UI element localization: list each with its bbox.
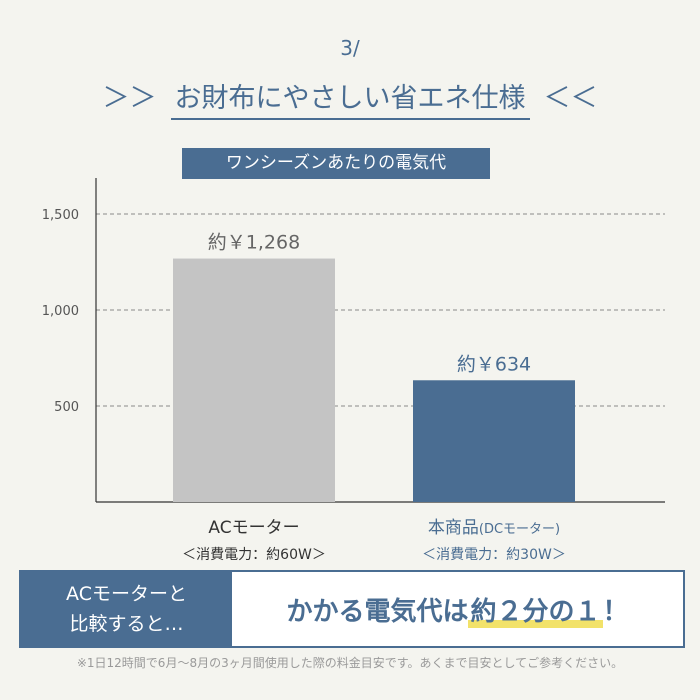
y-tick-label: 500 — [54, 400, 79, 415]
data-label: 約￥634 — [457, 353, 531, 375]
comparison-left-line2: 比較すると… — [69, 613, 184, 635]
headline-right-mark: ＜＜ — [543, 83, 598, 114]
step-label: 3/ — [340, 36, 360, 60]
comparison-box: ACモーターと 比較すると… かかる電気代は 約２分の１！ — [19, 570, 685, 648]
data-label: 約￥1,268 — [208, 232, 300, 254]
footnote: ※1日12時間で6月〜8月の3ヶ月間使用した際の料金目安です。あくまで目安として… — [76, 656, 624, 670]
chart-title: ワンシーズンあたりの電気代 — [182, 148, 490, 179]
y-tick-label: 1,000 — [42, 304, 79, 319]
headline: ＞＞ お財布にやさしい省エネ仕様 ＜＜ — [0, 76, 700, 120]
bar — [413, 380, 575, 502]
category-sub-product: ＜消費電力：約30W＞ — [422, 547, 566, 563]
bar — [173, 258, 335, 502]
category-label-product-main: 本商品 — [427, 518, 479, 538]
headline-text: お財布にやさしい省エネ仕様 — [170, 76, 530, 120]
headline-left-mark: ＞＞ — [102, 83, 157, 114]
comparison-highlight: 約２分の１ — [468, 590, 603, 628]
y-tick-label: 1,500 — [42, 208, 79, 223]
comparison-right: かかる電気代は 約２分の１！ — [232, 572, 683, 646]
category-label-product: 本商品(DCモーター) — [384, 513, 604, 538]
category-ac: ACモーター ＜消費電力：約60W＞ — [154, 513, 354, 564]
category-sub-ac: ＜消費電力：約60W＞ — [182, 547, 326, 563]
category-label-product-note: (DCモーター) — [478, 522, 561, 537]
comparison-left-line1: ACモーターと — [66, 583, 187, 605]
category-product: 本商品(DCモーター) ＜消費電力：約30W＞ — [384, 513, 604, 564]
comparison-post: ！ — [602, 596, 629, 627]
category-label-ac: ACモーター — [208, 518, 300, 538]
bar-chart: 500 1,000 1,500 約￥1,268 約￥634 — [42, 178, 665, 503]
comparison-pre: かかる電気代は — [286, 596, 469, 627]
comparison-left: ACモーターと 比較すると… — [21, 572, 232, 646]
